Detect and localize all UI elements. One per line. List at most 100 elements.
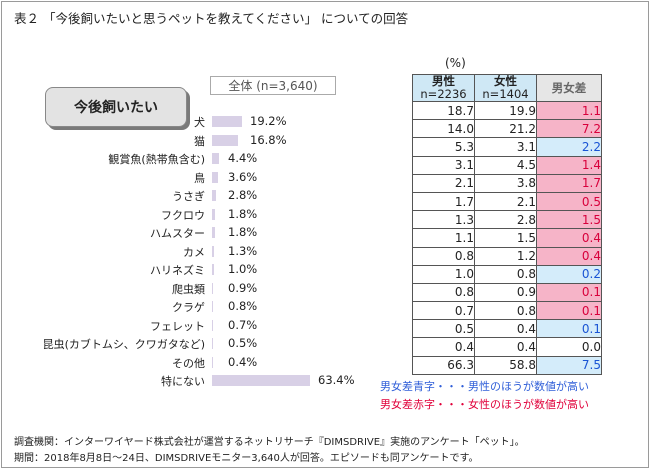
diff-value: 0.1	[536, 282, 602, 303]
male-value: 2.1	[412, 173, 475, 193]
male-value: 1.1	[412, 228, 475, 248]
category-label-9: 爬虫類	[172, 282, 205, 296]
bar-11	[212, 319, 214, 331]
value-label-8: 1.0%	[228, 262, 258, 276]
table-row: 0.8 1.2 0.4	[412, 246, 602, 266]
diff-value: 7.2	[536, 119, 602, 139]
category-label-10: クラゲ	[172, 301, 205, 314]
female-value: 1.2	[474, 246, 537, 266]
category-label-13: その他	[172, 356, 205, 370]
value-label-10: 0.8%	[228, 299, 258, 313]
diff-value: 0.5	[536, 191, 602, 212]
value-label-12: 0.5%	[228, 336, 258, 350]
category-label-4: うさぎ	[172, 190, 205, 203]
female-header: 女性 n=1404	[474, 74, 537, 102]
male-value: 18.7	[412, 100, 475, 121]
legend-red-note: 男女差赤字・・・女性のほうが数値が高い	[380, 398, 589, 411]
bar-9	[212, 282, 214, 294]
table-row: 66.3 58.8 7.5	[412, 355, 602, 375]
male-header-n: n=2236	[420, 87, 467, 101]
category-label-0: 犬	[194, 116, 205, 129]
category-label-12: 昆虫(カブトムシ、クワガタなど)	[42, 338, 205, 351]
female-value: 4.5	[474, 155, 537, 175]
diff-value: 1.1	[536, 100, 602, 121]
table-body: 18.7 19.9 1.1 14.0 21.2 7.2 5.3 3.1 2.2 3.1 4.5 1.4…	[412, 100, 602, 375]
footer-period: 期間：2018年8月8日～24日、DIMSDRIVEモニター3,640人が回答。…	[14, 453, 479, 464]
female-value: 0.8	[474, 301, 537, 321]
value-label-7: 1.3%	[228, 243, 258, 258]
diff-value: 2.2	[536, 137, 602, 157]
female-value: 0.4	[474, 319, 537, 339]
value-label-11: 0.7%	[228, 317, 258, 332]
diff-value: 0.2	[536, 264, 602, 284]
table-header-row: 男性 n=2236 女性 n=1404 男女差	[412, 74, 602, 102]
bar-0	[212, 116, 242, 127]
table-row: 0.5 0.4 0.1	[412, 319, 602, 339]
bar-3	[212, 171, 218, 183]
bar-12	[212, 338, 213, 349]
female-header-n: n=1404	[482, 87, 529, 101]
male-value: 1.3	[412, 210, 475, 230]
table-row: 0.4 0.4 0.0	[412, 337, 602, 357]
diff-header: 男女差	[536, 74, 602, 102]
table-row: 2.1 3.8 1.7	[412, 173, 602, 193]
value-label-14: 63.4%	[318, 373, 355, 387]
male-value: 5.3	[412, 137, 475, 157]
male-header: 男性 n=2236	[412, 74, 475, 102]
category-label-8: ハリネズミ	[150, 264, 205, 277]
category-label-7: カメ	[183, 245, 205, 259]
female-value: 1.5	[474, 228, 537, 248]
female-value: 19.9	[474, 100, 537, 121]
table-row: 3.1 4.5 1.4	[412, 155, 602, 175]
male-value: 66.3	[412, 355, 475, 375]
category-label-box: 今後飼いたい	[45, 87, 187, 127]
category-label-1: 猫	[194, 134, 205, 148]
diff-value: 1.7	[536, 173, 602, 193]
female-value: 21.2	[474, 119, 537, 139]
gender-table: 男性 n=2236 女性 n=1404 男女差 18.7 19.9 1.1 14.0 2…	[412, 74, 602, 375]
female-value: 3.8	[474, 173, 537, 193]
unit-label: (%)	[445, 56, 466, 70]
value-label-1: 16.8%	[250, 132, 287, 147]
bar-1	[212, 134, 239, 146]
table-row: 0.7 0.8 0.1	[412, 301, 602, 321]
male-header-label: 男性	[432, 74, 455, 88]
table-row: 0.8 0.9 0.1	[412, 282, 602, 303]
male-value: 0.7	[412, 301, 475, 321]
value-label-0: 19.2%	[250, 114, 287, 128]
female-header-label: 女性	[494, 74, 517, 88]
category-label-11: フェレット	[150, 319, 205, 333]
male-value: 3.1	[412, 155, 475, 175]
bar-10	[212, 301, 214, 312]
value-label-3: 3.6%	[228, 169, 258, 184]
diff-value: 0.1	[536, 319, 602, 339]
bar-14	[212, 375, 311, 386]
legend-blue-note: 男女差青字・・・男性のほうが数値が高い	[380, 380, 589, 393]
diff-value: 0.4	[536, 246, 602, 266]
table-row: 18.7 19.9 1.1	[412, 100, 602, 121]
figure-title: 表２ 「今後飼いたいと思うペットを教えてください」 についての回答	[14, 11, 409, 26]
bar-7	[212, 245, 214, 257]
total-label: 全体 (n=3,640)	[228, 79, 318, 93]
male-value: 0.5	[412, 319, 475, 339]
bar-13	[212, 356, 213, 368]
table-row: 5.3 3.1 2.2	[412, 137, 602, 157]
category-label-2: 観賞魚(熱帯魚含む)	[108, 153, 205, 166]
category-label-5: フクロウ	[161, 208, 205, 222]
female-value: 3.1	[474, 137, 537, 157]
male-value: 0.8	[412, 282, 475, 303]
table-row: 1.3 2.8 1.5	[412, 210, 602, 230]
male-value: 0.4	[412, 337, 475, 357]
female-value: 0.8	[474, 264, 537, 284]
value-label-9: 0.9%	[228, 280, 258, 295]
bar-2	[212, 153, 219, 164]
category-label-3: 鳥	[194, 171, 205, 185]
female-value: 58.8	[474, 355, 537, 375]
value-label-5: 1.8%	[228, 206, 258, 221]
footer-source: 調査機関：インターワイヤード株式会社が運営するネットリサーチ『DIMSDRIVE…	[14, 437, 525, 448]
value-label-13: 0.4%	[228, 354, 258, 369]
female-value: 2.8	[474, 210, 537, 230]
female-value: 2.1	[474, 191, 537, 212]
value-label-2: 4.4%	[228, 151, 258, 165]
